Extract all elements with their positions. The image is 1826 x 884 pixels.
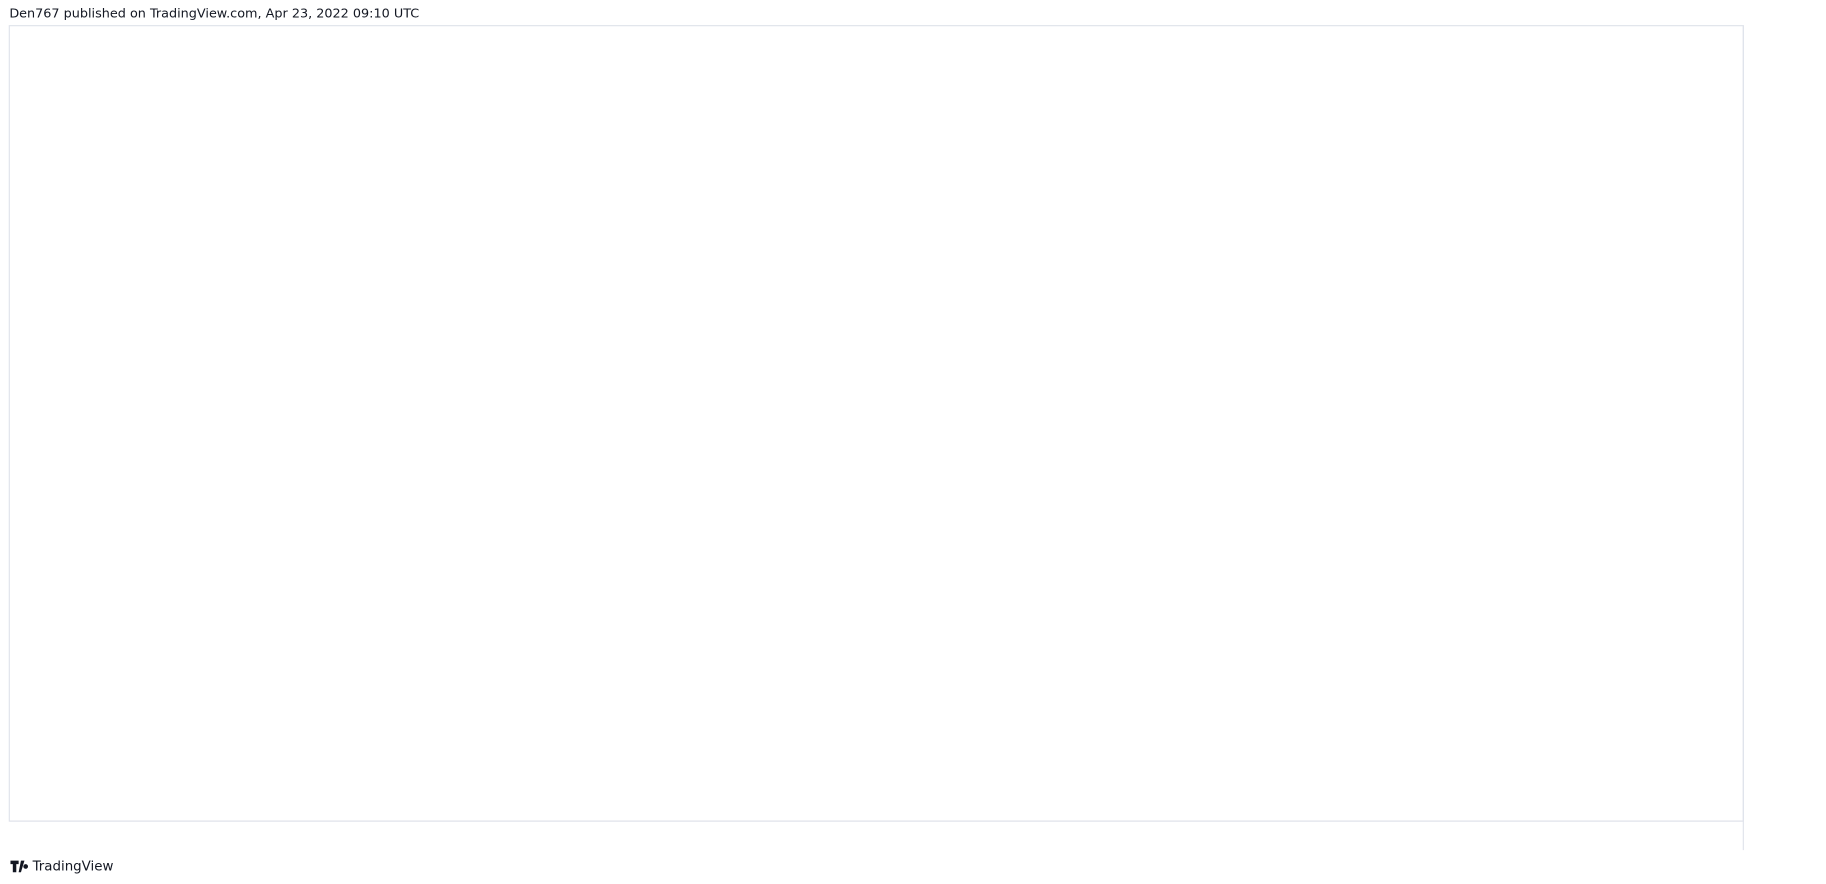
logo xyxy=(10,860,29,873)
header: Den767 published on TradingView.com, Apr… xyxy=(9,7,419,22)
plot-area xyxy=(8,25,1744,822)
footer: TradingView xyxy=(32,859,114,874)
